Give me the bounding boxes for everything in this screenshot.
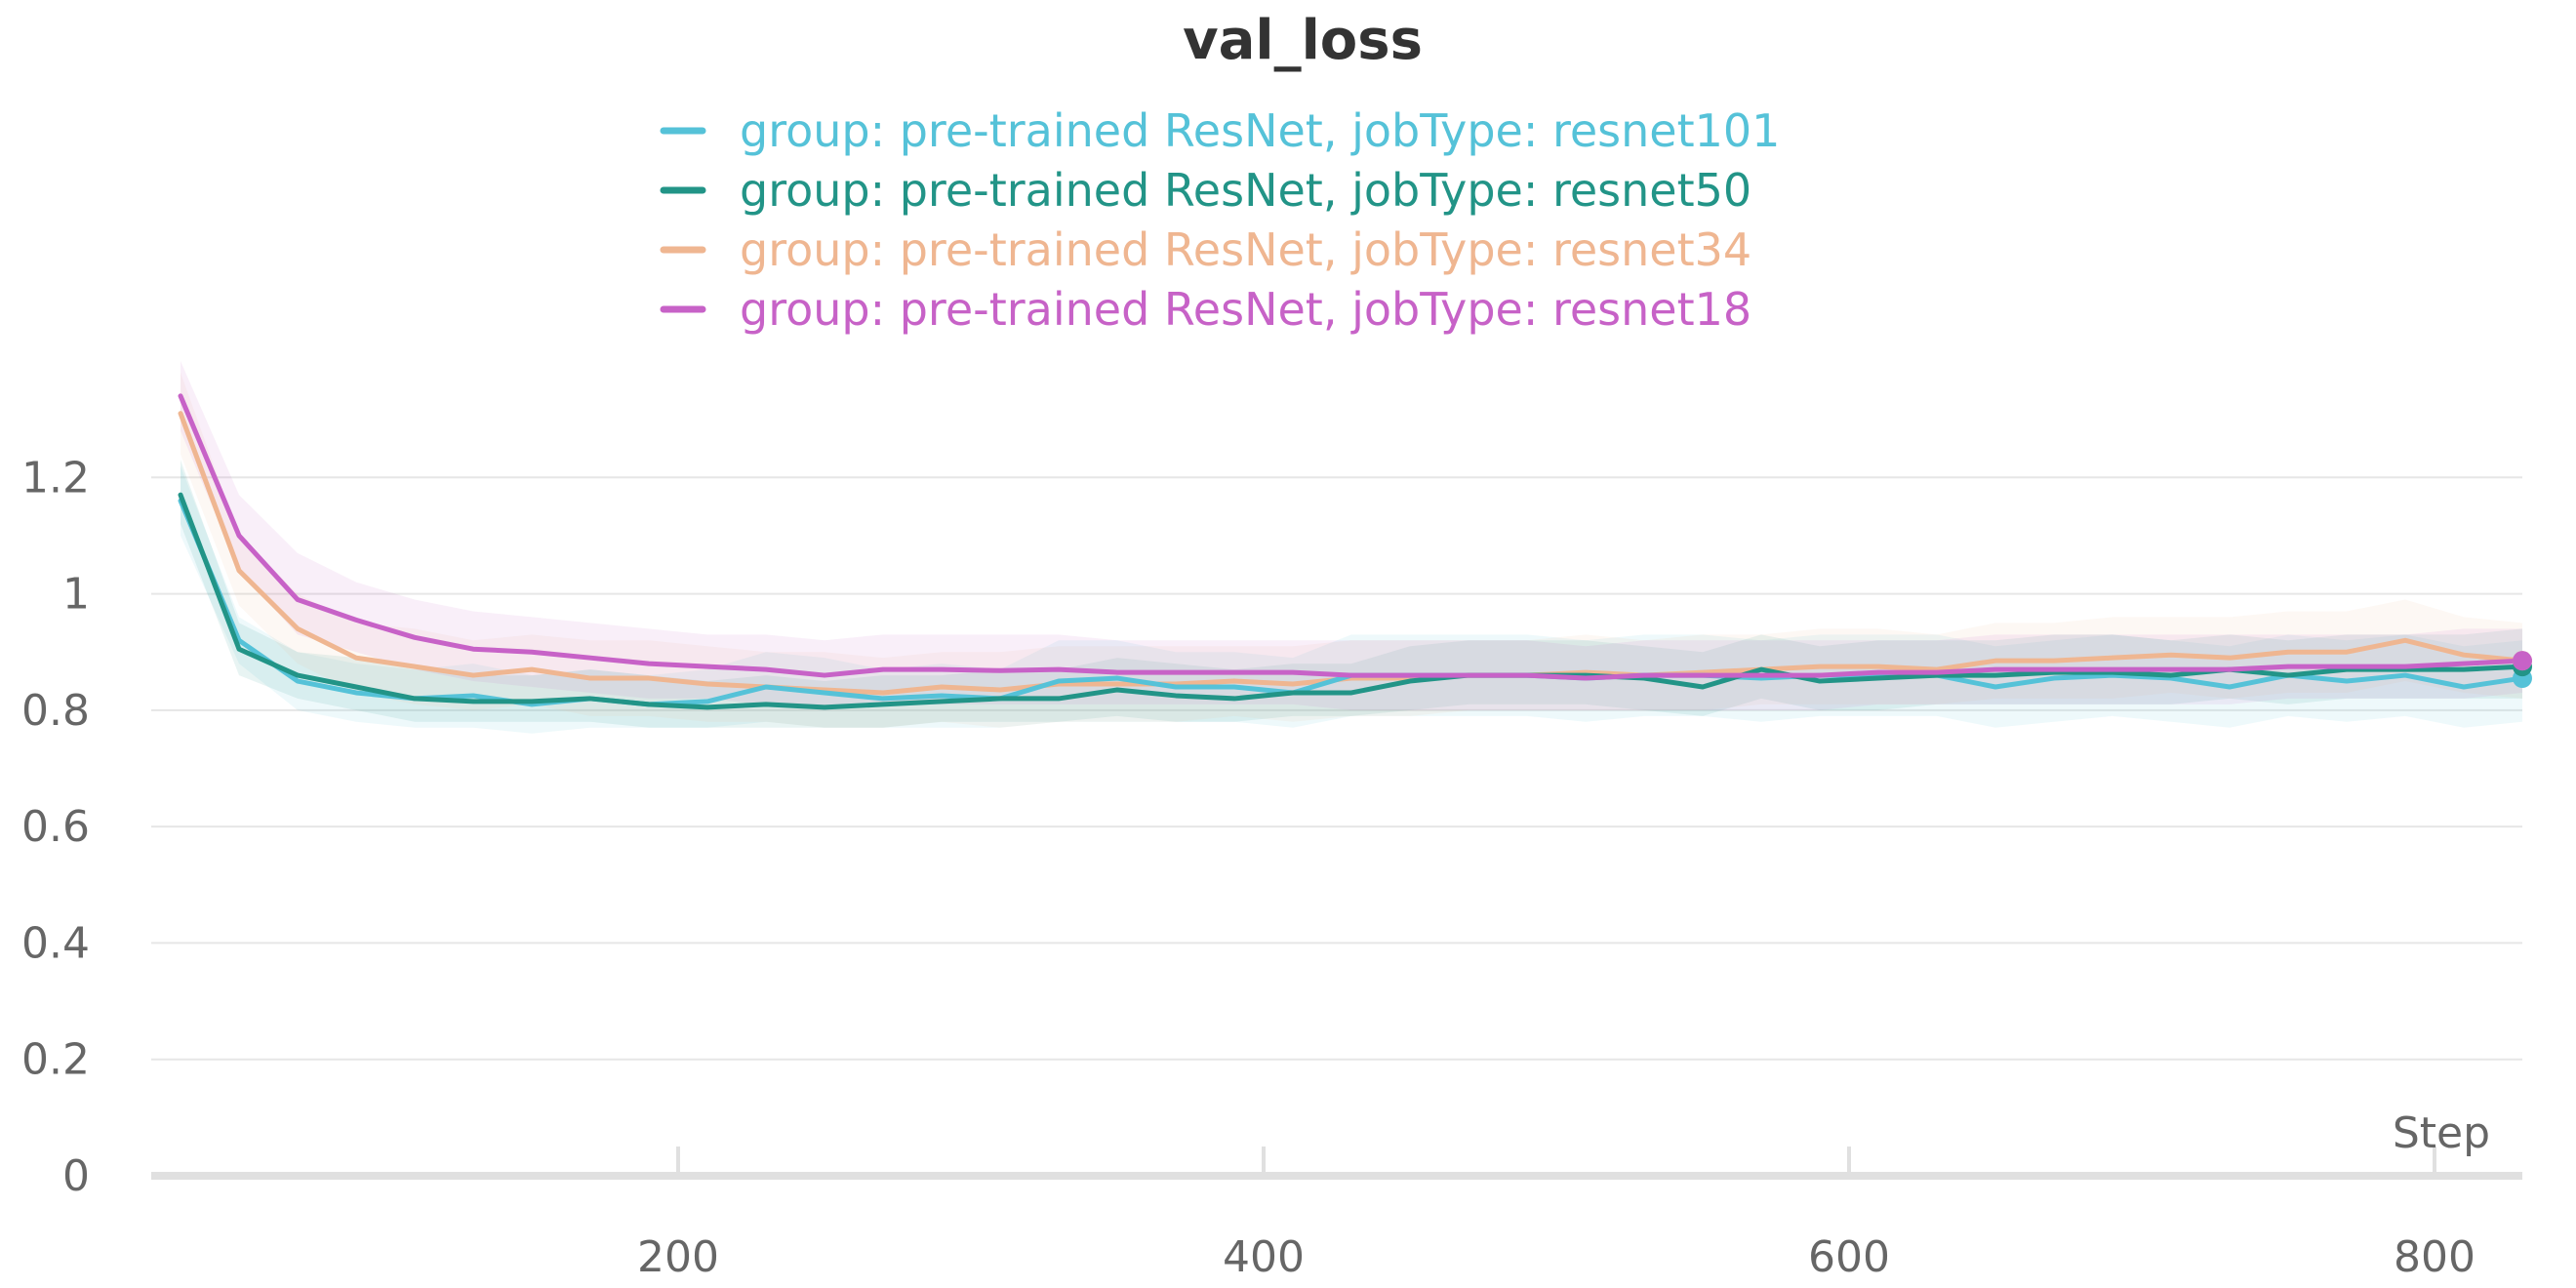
- series-band-1: [181, 460, 2522, 728]
- legend-item-1[interactable]: group: pre-trained ResNet, jobType: resn…: [660, 164, 1751, 217]
- grid-lines: [151, 476, 2522, 1061]
- series-band-0: [181, 465, 2522, 734]
- y-tick-label: 0.4: [21, 918, 90, 968]
- series-band-3: [181, 361, 2522, 710]
- x-tick-label: 600: [1808, 1232, 1890, 1282]
- series-line-3[interactable]: [178, 393, 2525, 681]
- series-band-2: [181, 372, 2522, 728]
- legend[interactable]: group: pre-trained ResNet, jobType: resn…: [660, 104, 1780, 336]
- x-tick-label: 400: [1223, 1232, 1305, 1282]
- x-tick-label: 800: [2394, 1232, 2475, 1282]
- chart-title: val_loss: [1183, 9, 1423, 72]
- series-endpoint-3[interactable]: [2513, 651, 2532, 671]
- x-axis: 200 400 600 800: [151, 1147, 2522, 1282]
- y-tick-label: 1.2: [21, 453, 90, 503]
- series-line-2[interactable]: [178, 411, 2525, 696]
- legend-label: group: pre-trained ResNet, jobType: resn…: [740, 283, 1751, 336]
- series-lines[interactable]: [178, 393, 2525, 710]
- y-tick-label: 0.2: [21, 1035, 90, 1085]
- y-tick-label: 0.6: [21, 802, 90, 852]
- y-tick-label: 1: [62, 570, 90, 620]
- legend-item-0[interactable]: group: pre-trained ResNet, jobType: resn…: [660, 104, 1780, 157]
- x-tick-label: 200: [637, 1232, 719, 1282]
- series-line-1[interactable]: [178, 492, 2525, 710]
- legend-label: group: pre-trained ResNet, jobType: resn…: [740, 104, 1780, 157]
- y-tick-label: 0: [62, 1151, 90, 1201]
- legend-item-3[interactable]: group: pre-trained ResNet, jobType: resn…: [660, 283, 1751, 336]
- legend-label: group: pre-trained ResNet, jobType: resn…: [740, 164, 1751, 217]
- series-endpoints[interactable]: [2513, 651, 2532, 689]
- x-axis-label: Step: [2393, 1108, 2490, 1158]
- legend-item-2[interactable]: group: pre-trained ResNet, jobType: resn…: [660, 223, 1751, 276]
- y-tick-label: 0.8: [21, 686, 90, 736]
- legend-label: group: pre-trained ResNet, jobType: resn…: [740, 223, 1751, 276]
- y-axis: 0 0.2 0.4 0.6 0.8 1 1.2: [21, 453, 90, 1201]
